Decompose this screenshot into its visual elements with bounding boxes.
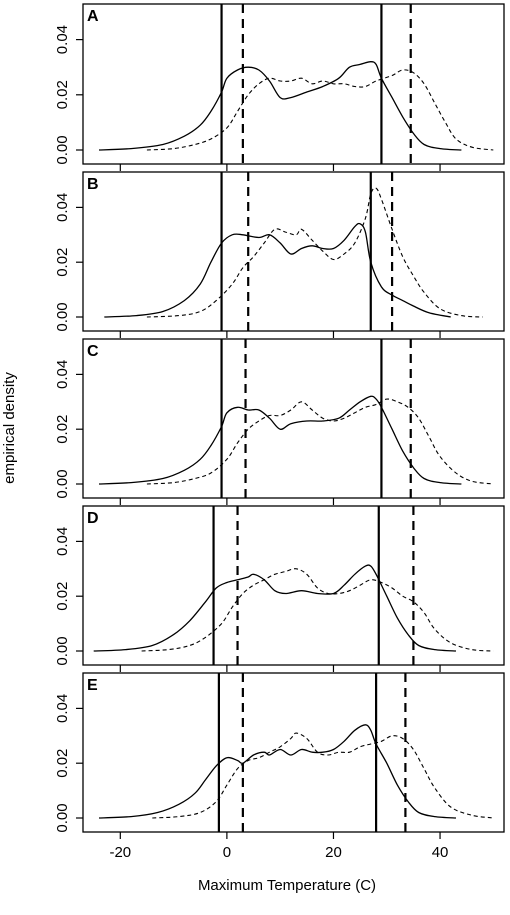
density-curve-solid [98,395,462,485]
y-tick-label: 0.04 [54,360,71,389]
panel-d: 0.00 0.02 0.04 D [54,505,505,672]
panel-frame [82,3,505,165]
density-curve-dashed [152,732,494,819]
y-tick-label: 0.02 [54,80,71,109]
density-curve-solid [98,724,457,819]
panel-frame [82,505,505,666]
x-tick-label: 0 [223,844,231,861]
x-axis: -20 0 20 40 [109,844,448,861]
panel-a: 0.00 0.02 0.04 A [54,3,505,171]
x-tick-label: -20 [109,844,131,861]
density-curve-dashed [146,398,494,485]
panel-frame [82,171,505,332]
density-curve-dashed [146,187,483,318]
y-tick-label: 0.04 [54,694,71,723]
plot-area [104,172,483,331]
panel-label: D [87,510,99,527]
panel-frame [82,672,505,833]
y-tick-label: 0.04 [54,527,71,556]
plot-area [98,339,494,498]
density-curve-dashed [146,69,494,151]
y-tick-label: 0.02 [54,248,71,277]
y-tick-label: 0.00 [54,803,71,832]
panels-layer: 0.000.020.04A0.000.020.04B0.000.020.04C0… [54,3,505,839]
y-tick-label: 0.00 [54,135,71,164]
panel-frame [82,338,505,499]
y-tick-label: 0.04 [54,193,71,222]
density-curve-solid [104,222,451,318]
y-tick-label: 0.02 [54,415,71,444]
plot-area [98,673,494,832]
y-axis-title: empirical density [1,372,18,484]
y-tick-label: 0.00 [54,469,71,498]
panel-label: E [87,677,98,694]
plot-area [98,4,494,164]
panel-label: C [87,343,99,360]
panel-c: 0.00 0.02 0.04 C [54,338,505,505]
x-tick-label: 40 [432,844,449,861]
panel-b: 0.00 0.02 0.04 B [54,171,505,338]
y-tick-label: 0.04 [54,25,71,54]
panel-label: A [87,8,99,25]
y-tick-label: 0.00 [54,636,71,665]
y-tick-label: 0.02 [54,582,71,611]
y-tick-label: 0.00 [54,302,71,331]
y-tick-label: 0.02 [54,749,71,778]
panel-label: B [87,176,99,193]
density-curve-solid [98,61,462,151]
plot-area [93,506,494,665]
x-tick-label: 20 [325,844,342,861]
panel-e: 0.00 0.02 0.04 E [54,672,505,839]
density-curve-solid [93,564,457,652]
x-axis-title: Maximum Temperature (C) [198,877,376,894]
density-curve-dashed [141,568,494,652]
